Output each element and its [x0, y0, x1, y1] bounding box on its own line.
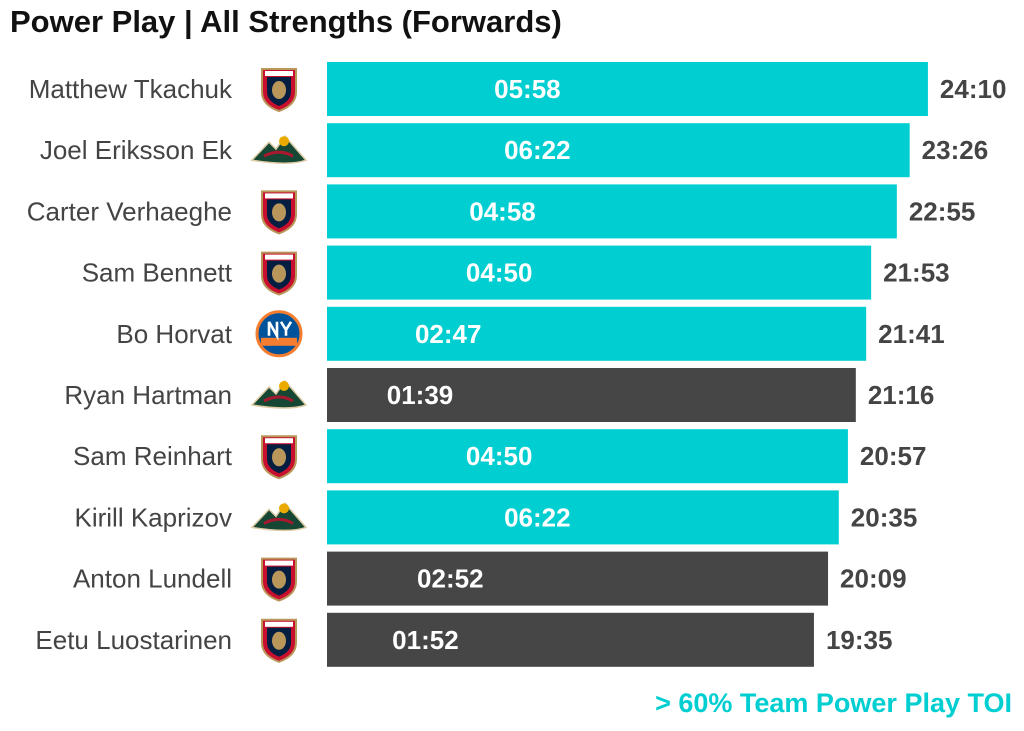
panther-head-icon: [272, 448, 286, 467]
total-toi-label: 21:41: [878, 319, 945, 349]
panther-head-icon: [272, 264, 286, 283]
player-name-label: Anton Lundell: [73, 564, 232, 594]
total-toi-label: 20:09: [840, 564, 907, 594]
player-name-label: Joel Eriksson Ek: [40, 135, 233, 165]
florida-wordmark-icon: [265, 438, 293, 444]
power-play-toi-label: 04:50: [466, 441, 533, 471]
total-toi-label: 23:26: [922, 135, 989, 165]
power-play-toi-label: 06:22: [504, 502, 571, 532]
florida-wordmark-icon: [265, 621, 293, 627]
minnesota-wild-logo-icon: [250, 502, 308, 532]
player-name-label: Matthew Tkachuk: [29, 74, 233, 104]
new-york-islanders-logo-icon: [255, 310, 303, 358]
minnesota-wild-logo-icon: [250, 379, 308, 409]
wild-sky-icon: [263, 517, 294, 525]
total-toi-label: 21:16: [868, 380, 935, 410]
chart-row: Carter Verhaeghe 04:58 22:55: [27, 184, 976, 239]
total-toi-label: 20:57: [860, 441, 927, 471]
total-toi-label: 21:53: [883, 258, 950, 288]
player-name-label: Sam Reinhart: [73, 441, 233, 471]
panther-head-icon: [272, 631, 286, 650]
player-name-label: Ryan Hartman: [64, 380, 232, 410]
chart-title: Power Play | All Strengths (Forwards): [10, 4, 562, 39]
panther-head-icon: [272, 203, 286, 222]
player-name-label: Sam Bennett: [82, 258, 233, 288]
toi-bar: [327, 429, 848, 484]
wild-sun-icon: [279, 136, 289, 147]
toi-bar: [327, 368, 856, 422]
team-logo: [250, 502, 308, 532]
player-name-label: Eetu Luostarinen: [35, 625, 232, 655]
panther-head-icon: [272, 570, 286, 589]
team-logo: [261, 251, 297, 296]
toi-bar: [327, 551, 829, 606]
minnesota-wild-logo-icon: [250, 134, 308, 164]
chart-row: Joel Eriksson Ek 06:22 23:26: [40, 123, 989, 178]
florida-wordmark-icon: [265, 560, 293, 566]
player-name-label: Carter Verhaeghe: [27, 196, 232, 226]
power-play-toi-label: 02:47: [415, 319, 482, 349]
toi-bar: [327, 62, 928, 116]
power-play-toi-label: 01:52: [392, 625, 459, 655]
chart-row: Bo Horvat 02:47 21:41: [116, 306, 945, 361]
islanders-island-icon: [261, 337, 297, 346]
player-name-label: Bo Horvat: [116, 319, 232, 349]
toi-bar: [327, 490, 839, 545]
toi-bar: [327, 612, 814, 667]
team-logo: [261, 557, 297, 602]
team-logo: [261, 618, 297, 663]
team-logo: [261, 68, 297, 113]
toi-bar: [327, 306, 867, 361]
total-toi-label: 22:55: [909, 196, 976, 226]
toi-bar: [327, 184, 897, 239]
team-logo: [261, 190, 297, 235]
toi-bar: [327, 245, 872, 300]
team-logo: [261, 435, 297, 480]
wild-sun-icon: [279, 381, 289, 391]
total-toi-label: 19:35: [826, 625, 893, 655]
florida-wordmark-icon: [265, 193, 293, 199]
team-logo: [250, 134, 308, 164]
wild-sky-icon: [263, 395, 294, 403]
chart-row: Matthew Tkachuk 05:58 24:10: [29, 62, 1007, 116]
power-play-toi-label: 02:52: [417, 564, 484, 594]
total-toi-label: 24:10: [940, 74, 1007, 104]
team-logo: [255, 310, 303, 358]
power-play-toi-label: 04:58: [469, 196, 536, 226]
team-logo: [250, 379, 308, 409]
chart-row: Kirill Kaprizov 06:22 20:35: [75, 490, 918, 545]
total-toi-label: 20:35: [851, 502, 918, 532]
player-name-label: Kirill Kaprizov: [75, 502, 233, 532]
chart-row: Ryan Hartman 01:39 21:16: [64, 368, 934, 422]
power-play-toi-label: 06:22: [504, 135, 571, 165]
wild-sun-icon: [279, 503, 289, 514]
toi-bar: [327, 123, 910, 178]
chart-row: Sam Bennett 04:50 21:53: [82, 245, 950, 300]
chart-row: Sam Reinhart 04:50 20:57: [73, 429, 927, 484]
chart-row: Anton Lundell 02:52 20:09: [73, 551, 907, 606]
florida-wordmark-icon: [265, 254, 293, 260]
florida-wordmark-icon: [265, 71, 293, 76]
power-play-toi-label: 01:39: [387, 380, 454, 410]
ny-letters-icon: [267, 321, 293, 341]
legend-note: > 60% Team Power Play TOI: [655, 688, 1012, 718]
panther-head-icon: [272, 81, 286, 99]
wild-sky-icon: [263, 150, 294, 158]
power-play-toi-label: 05:58: [494, 74, 561, 104]
chart-row: Eetu Luostarinen 01:52 19:35: [35, 612, 893, 667]
power-play-toi-label: 04:50: [466, 258, 533, 288]
